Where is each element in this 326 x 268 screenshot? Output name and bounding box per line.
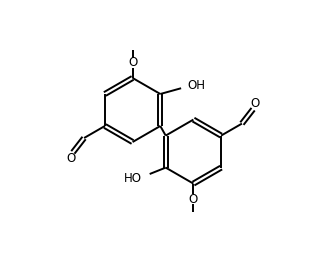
Text: HO: HO — [124, 172, 142, 185]
Text: O: O — [67, 152, 76, 165]
Text: O: O — [128, 56, 137, 69]
Text: O: O — [189, 193, 198, 206]
Text: O: O — [250, 97, 259, 110]
Text: OH: OH — [187, 80, 205, 92]
